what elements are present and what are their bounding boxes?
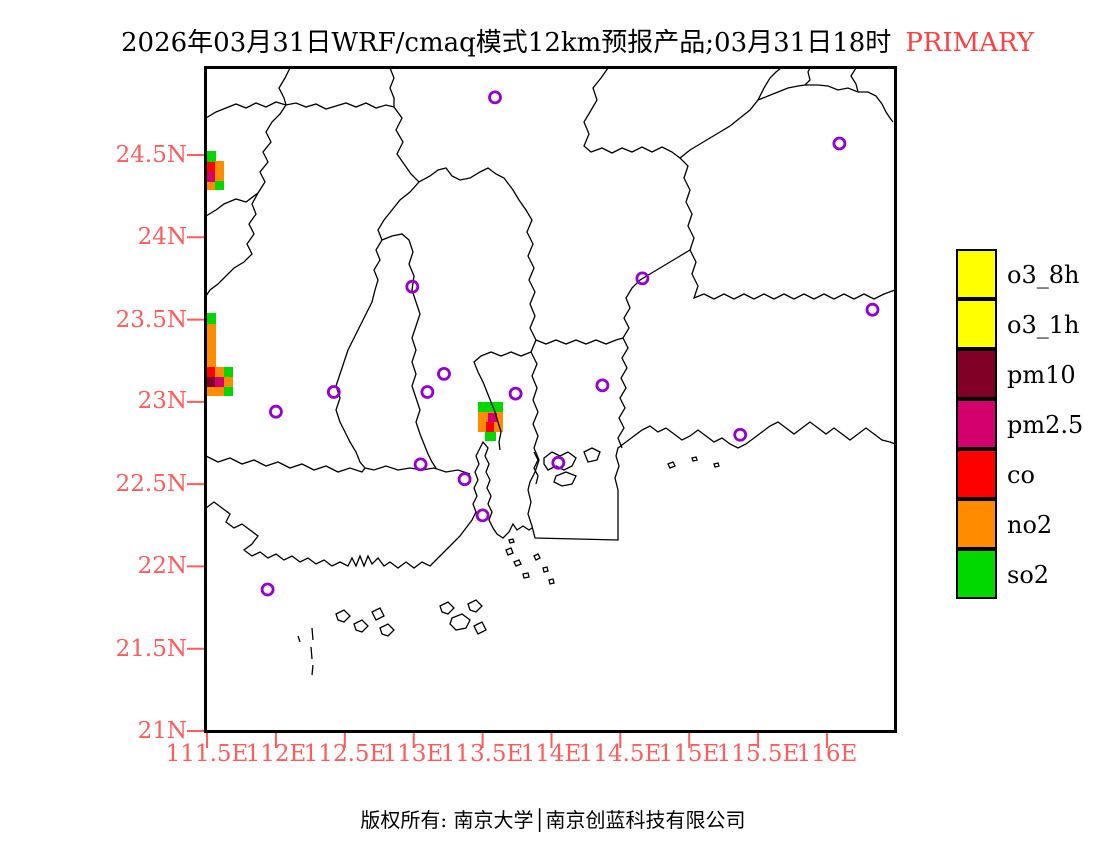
pollutant-cell-pm25 xyxy=(206,172,215,182)
dashed-boundary xyxy=(297,627,314,676)
station-marker xyxy=(268,404,283,419)
pollutant-legend: o3_8h o3_1h pm10 pm2.5 co no2 so2 xyxy=(956,249,1084,600)
axis-label-y-7: 21N xyxy=(137,718,187,744)
station-marker xyxy=(405,279,420,294)
page-title: 2026年03月31日WRF/cmaq模式12km预报产品;03月31日18时 P… xyxy=(55,22,1100,59)
station-marker xyxy=(260,582,275,597)
legend-swatch-o3-8h xyxy=(956,249,997,299)
legend-label-pm10: pm10 xyxy=(1007,361,1076,389)
axis-label-x-7: 115E xyxy=(658,741,720,767)
legend-swatch-pm10 xyxy=(956,349,997,399)
station-marker xyxy=(326,385,341,399)
county-boundaries xyxy=(205,67,896,676)
axis-label-y-0: 24.5N xyxy=(115,142,187,168)
legend-item-o3-1h: o3_1h xyxy=(956,299,1083,350)
axis-label-x-5: 114E xyxy=(520,741,582,767)
axis-ticks-layer xyxy=(187,154,828,748)
pollutant-cell-co xyxy=(206,162,215,172)
pollutant-cells-layer xyxy=(206,151,503,441)
pollutant-cell-no2 xyxy=(224,377,233,387)
axis-label-x-1: 112E xyxy=(245,741,307,767)
boundary-central xyxy=(205,67,540,491)
boundary-northeast xyxy=(535,67,896,449)
pollutant-cell-so2 xyxy=(485,432,496,441)
station-marker xyxy=(488,90,502,105)
axis-label-y-6: 21.5N xyxy=(115,636,187,662)
station-marker xyxy=(413,457,428,472)
legend-item-so2: so2 xyxy=(956,549,1083,600)
axis-label-y-2: 23.5N xyxy=(115,307,187,333)
pollutant-cell-co xyxy=(486,422,494,432)
pollutant-cell-co xyxy=(206,367,215,377)
pollutant-cell-no2 xyxy=(206,387,224,396)
station-marker xyxy=(733,427,748,442)
axis-label-x-3: 113E xyxy=(382,741,444,767)
legend-item-no2: no2 xyxy=(956,499,1083,550)
copyright-text: 版权所有: 南京大学│南京创蓝科技有限公司 xyxy=(360,808,746,832)
legend-label-o3-1h: o3_1h xyxy=(1007,311,1080,339)
axis-label-x-8: 115.5E xyxy=(716,741,800,767)
pollutant-cell-no2 xyxy=(215,161,224,181)
legend-label-so2: so2 xyxy=(1007,561,1050,589)
pollutant-cell-no2 xyxy=(206,324,216,367)
legend-item-pm10: pm10 xyxy=(956,349,1083,400)
legend-swatch-pm25 xyxy=(956,399,997,449)
pollutant-cell-so2 xyxy=(224,367,233,377)
legend-item-o3-8h: o3_8h xyxy=(956,249,1083,300)
title-text: 2026年03月31日WRF/cmaq模式12km预报产品;03月31日18时 xyxy=(121,28,892,58)
station-marker xyxy=(551,455,566,470)
boundary-northwest xyxy=(205,67,395,297)
legend-label-co: co xyxy=(1007,461,1035,489)
legend-swatch-o3-1h xyxy=(956,299,997,349)
station-marker xyxy=(595,378,610,393)
legend-item-pm25: pm2.5 xyxy=(956,399,1084,450)
pollutant-cell-so2 xyxy=(206,313,216,324)
legend-item-co: co xyxy=(956,449,1083,500)
pollutant-cell-pm25 xyxy=(488,413,497,422)
axis-label-y-3: 23N xyxy=(137,388,187,414)
legend-swatch-co xyxy=(956,449,997,499)
axis-label-x-2: 112.5E xyxy=(303,741,387,767)
legend-swatch-so2 xyxy=(956,549,997,599)
islands xyxy=(335,447,720,637)
axis-label-y-4: 22.5N xyxy=(115,471,187,497)
legend-label-o3-8h: o3_8h xyxy=(1007,261,1080,289)
station-marker xyxy=(475,508,490,523)
station-markers-layer xyxy=(260,90,880,597)
axis-label-y-1: 24N xyxy=(137,224,187,250)
map-border xyxy=(204,66,897,733)
station-marker xyxy=(508,386,523,401)
pollutant-cell-no2 xyxy=(206,182,215,190)
pollutant-cell-so2 xyxy=(224,387,233,396)
legend-label-no2: no2 xyxy=(1007,511,1053,539)
pollutant-cell-pm25 xyxy=(215,377,224,387)
maritime-boundary-rect xyxy=(527,489,619,541)
station-marker xyxy=(832,136,847,151)
axis-label-x-0: 111.5E xyxy=(165,741,249,767)
title-primary-tag: PRIMARY xyxy=(905,28,1034,58)
legend-swatch-no2 xyxy=(956,499,997,549)
pollutant-cell-so2 xyxy=(206,151,216,162)
axis-label-x-6: 114.5E xyxy=(578,741,662,767)
legend-label-pm25: pm2.5 xyxy=(1007,411,1084,439)
station-marker xyxy=(457,472,472,487)
pollutant-cell-so2 xyxy=(478,402,503,412)
pollutant-cell-so2 xyxy=(215,181,224,190)
station-marker xyxy=(420,385,435,399)
pollutant-cell-no2 xyxy=(215,367,224,377)
station-marker xyxy=(865,302,880,317)
axis-label-y-5: 22N xyxy=(137,553,187,579)
station-marker xyxy=(437,366,451,381)
pollutant-cell-pm10 xyxy=(206,377,215,387)
station-marker xyxy=(635,271,650,286)
coastline xyxy=(205,421,896,569)
axis-label-x-9: 116E xyxy=(796,741,858,767)
axis-label-x-4: 113.5E xyxy=(440,741,524,767)
